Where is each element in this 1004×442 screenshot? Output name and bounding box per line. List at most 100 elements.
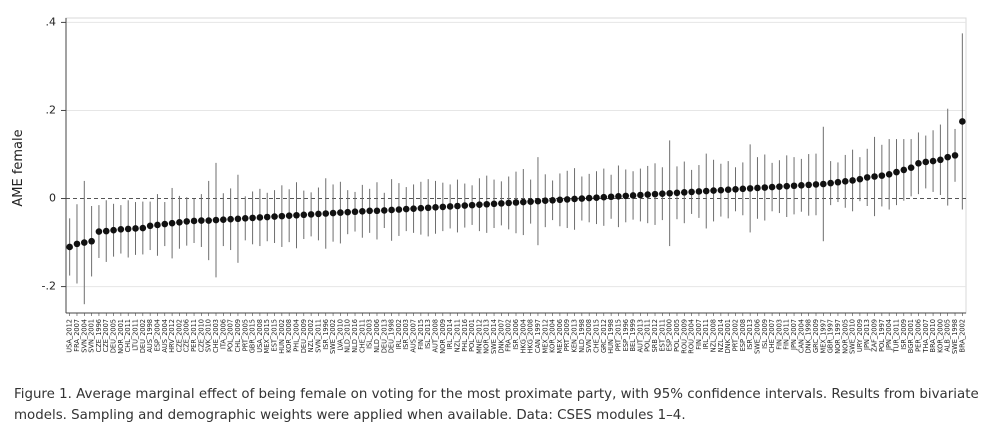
x-tick-label: CHE_2003 bbox=[212, 319, 220, 353]
point bbox=[322, 210, 330, 217]
x-tick-label: ISL_2009 bbox=[761, 319, 769, 349]
x-tick-label: FIN_2003 bbox=[775, 319, 783, 350]
point bbox=[651, 190, 659, 198]
point bbox=[315, 210, 322, 218]
point bbox=[585, 194, 593, 202]
x-tick-label: SWE_1998 bbox=[951, 319, 959, 354]
x-tick-label: PHL_2016 bbox=[461, 319, 469, 352]
point bbox=[849, 177, 856, 184]
x-tick-label: DEU_2002 bbox=[139, 319, 147, 353]
x-tick-label: MEX_2015 bbox=[263, 319, 271, 353]
point bbox=[476, 201, 483, 208]
point bbox=[410, 205, 417, 212]
point bbox=[746, 185, 754, 192]
point bbox=[841, 178, 849, 185]
x-tick-label: AUS_2004 bbox=[161, 319, 169, 353]
x-tick-label: JPN_2007 bbox=[790, 319, 798, 351]
x-tick-label: POL_2007 bbox=[227, 319, 235, 352]
y-tick-label: 0 bbox=[49, 192, 56, 205]
x-tick-label: NLD_2016 bbox=[351, 319, 359, 353]
point bbox=[337, 209, 344, 216]
x-tick-label: CHE_2011 bbox=[358, 319, 366, 353]
point bbox=[483, 200, 491, 208]
point bbox=[563, 196, 571, 203]
point bbox=[534, 197, 542, 205]
point bbox=[234, 215, 242, 223]
x-tick-label: POL_2001 bbox=[468, 319, 476, 352]
point bbox=[132, 225, 139, 232]
x-tick-label: FIN_2011 bbox=[783, 319, 791, 350]
point bbox=[498, 200, 505, 207]
x-tick-label: FRA_2002 bbox=[505, 319, 513, 352]
point bbox=[600, 193, 608, 201]
x-tick-label: CHL_2011 bbox=[124, 319, 132, 352]
x-tick-label: DNK_2001 bbox=[724, 319, 732, 353]
x-tick-label: KOR_2000 bbox=[936, 319, 944, 353]
x-tick-label: MEX_2006 bbox=[556, 319, 564, 353]
x-tick-label: AUT_2008 bbox=[432, 319, 440, 352]
x-tick-label: ESP_2000 bbox=[666, 319, 674, 351]
point bbox=[512, 199, 520, 206]
point bbox=[607, 193, 615, 201]
x-tick-label: MNE_2012 bbox=[475, 319, 483, 354]
x-tick-label: FIN_2015 bbox=[417, 319, 425, 350]
point bbox=[827, 179, 834, 187]
point bbox=[66, 243, 73, 251]
x-tick-label: ISR_1996 bbox=[322, 319, 330, 350]
x-tick-label: DEU_2009 bbox=[300, 319, 308, 353]
point bbox=[124, 225, 132, 233]
x-tick-label: POL_1997 bbox=[878, 319, 886, 352]
point bbox=[863, 174, 871, 181]
point bbox=[695, 188, 703, 195]
point bbox=[556, 196, 564, 204]
point bbox=[659, 190, 666, 197]
point bbox=[783, 182, 791, 190]
x-tick-label: SVK_2010 bbox=[205, 319, 213, 352]
point bbox=[644, 191, 652, 198]
x-tick-label: URY_2009 bbox=[856, 319, 864, 352]
y-axis-label: AME female bbox=[11, 129, 26, 206]
x-tick-label: GRC_2012 bbox=[600, 319, 608, 353]
x-tick-label: BRA_2002 bbox=[958, 319, 966, 352]
x-tick-label: PRT_2015 bbox=[614, 319, 622, 351]
point bbox=[212, 216, 220, 224]
point bbox=[688, 188, 695, 196]
y-tick-label: -.2 bbox=[42, 280, 56, 293]
x-tick-label: PHL_2004 bbox=[292, 319, 300, 352]
x-tick-label: ISR_2013 bbox=[746, 319, 754, 350]
point bbox=[739, 185, 747, 193]
x-tick-label: USA_2012 bbox=[66, 319, 74, 353]
x-tick-label: KEN_2013 bbox=[571, 319, 579, 353]
point bbox=[88, 237, 95, 245]
x-tick-label: FIN_2007 bbox=[695, 319, 703, 350]
point bbox=[380, 207, 388, 214]
point bbox=[820, 180, 827, 188]
x-tick-label: NOR_2013 bbox=[483, 319, 491, 354]
point bbox=[432, 204, 439, 211]
point bbox=[168, 219, 176, 227]
x-tick-label: EST_2015 bbox=[271, 319, 279, 351]
point bbox=[637, 191, 644, 199]
x-tick-label: DEU_1998 bbox=[388, 319, 396, 353]
point bbox=[951, 152, 959, 159]
x-tick-label: NLD_2010 bbox=[344, 319, 352, 353]
point bbox=[249, 214, 256, 222]
point bbox=[937, 156, 944, 164]
x-tick-label: POL_2011 bbox=[644, 319, 652, 352]
x-tick-label: SWE_2002 bbox=[329, 319, 337, 354]
point bbox=[929, 157, 937, 165]
x-tick-label: ISR_2006 bbox=[512, 319, 520, 350]
x-tick-label: BEL_1999 bbox=[629, 319, 637, 351]
x-tick-label: MEX_1997 bbox=[819, 319, 827, 353]
x-tick-label: AUS_1998 bbox=[146, 319, 154, 353]
x-tick-label: GBR_2015 bbox=[249, 319, 257, 353]
point bbox=[307, 211, 315, 218]
point bbox=[856, 175, 864, 183]
x-tick-label: HKG_2004 bbox=[519, 319, 527, 353]
x-tick-label: DNK_2007 bbox=[497, 319, 505, 353]
point bbox=[768, 183, 776, 191]
x-tick-label: LVA_2010 bbox=[336, 319, 344, 351]
point bbox=[666, 189, 673, 197]
point bbox=[139, 224, 147, 232]
point bbox=[878, 172, 886, 179]
